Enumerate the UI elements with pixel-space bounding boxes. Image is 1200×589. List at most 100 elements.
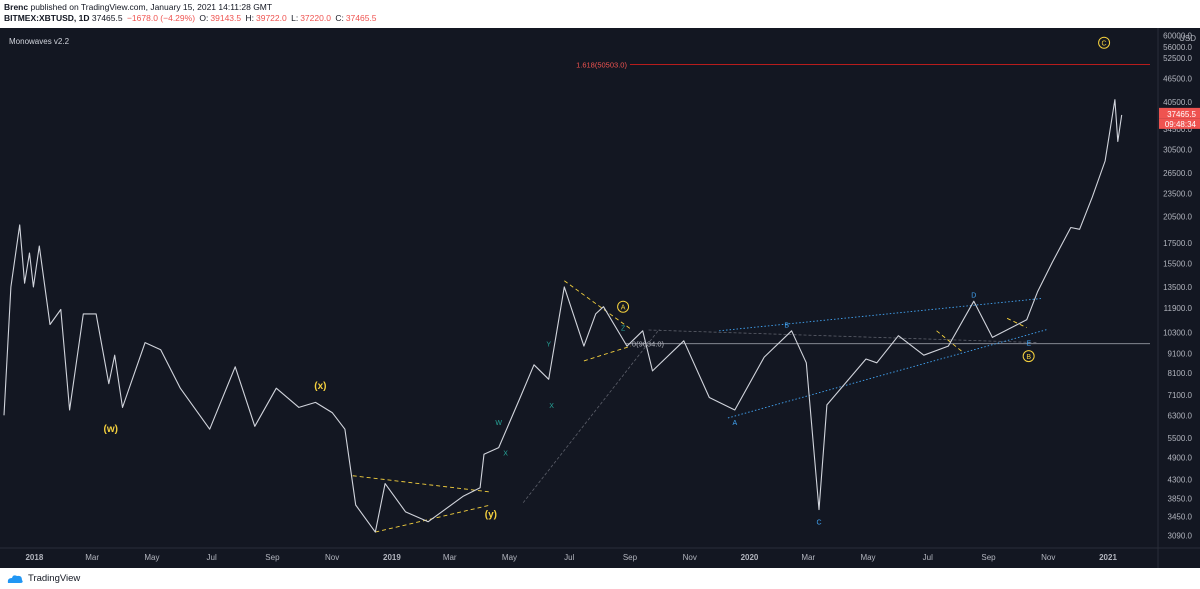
y-tick-label: 3850.0: [1168, 494, 1193, 503]
wave-label-text: A: [732, 420, 737, 427]
wave-label-text: C: [1102, 40, 1107, 47]
x-tick-label: Sep: [623, 553, 638, 562]
x-tick-label: Sep: [981, 553, 996, 562]
x-tick-label: 2021: [1099, 553, 1117, 562]
wave-label-text: (x): [314, 381, 326, 392]
y-tick-label: 8100.0: [1168, 369, 1193, 378]
low-value: 37220.0: [300, 13, 331, 23]
wave-label: (y): [485, 509, 497, 520]
x-tick-label: Nov: [1041, 553, 1055, 562]
wave-label-text: (y): [485, 509, 497, 520]
wave-label: D: [971, 293, 976, 300]
wave-label: W: [495, 420, 502, 427]
wave-label: Z: [621, 326, 626, 333]
y-tick-label: 26500.0: [1163, 169, 1192, 178]
y-tick-label: 9100.0: [1168, 349, 1193, 358]
y-tick-label: 6300.0: [1168, 411, 1193, 420]
wave-label-text: B: [1026, 354, 1031, 361]
small-triangle-line: [1006, 317, 1027, 329]
close-label: C:: [335, 13, 344, 23]
wave-label-text: C: [816, 520, 821, 527]
y-tick-label: 46500.0: [1163, 74, 1192, 83]
change-value: −1678.0 (−4.29%): [126, 13, 196, 23]
wave-label: (w): [104, 424, 118, 435]
wave-label: (x): [314, 381, 326, 392]
y-tick-label: 10300.0: [1163, 328, 1192, 337]
wave-label-text: B: [784, 322, 789, 329]
channel-upper-line: [719, 298, 1042, 332]
wave-label: Y: [546, 341, 551, 348]
wave-label: B: [784, 322, 789, 329]
high-value: 39722.0: [256, 13, 287, 23]
x-tick-label: Jul: [564, 553, 574, 562]
publish-line: Brenc published on TradingView.com, Janu…: [4, 2, 1196, 13]
wave-label: B: [1022, 350, 1035, 363]
last-value: 37465.5: [91, 13, 123, 23]
ohlc-line: BITMEX:XBTUSD, 1D 37465.5 −1678.0 (−4.29…: [4, 13, 1196, 24]
indicator-label[interactable]: Monowaves v2.2: [9, 37, 70, 46]
x-tick-label: Jul: [923, 553, 933, 562]
high-label: H:: [245, 13, 255, 23]
wave-label: C: [816, 520, 821, 527]
wave-label: A: [732, 420, 737, 427]
x-tick-label: Nov: [683, 553, 697, 562]
x-tick-label: May: [144, 553, 159, 562]
x-tick-label: 2018: [25, 553, 43, 562]
y-tick-label: 3450.0: [1168, 513, 1193, 522]
tradingview-logo-icon[interactable]: [6, 573, 24, 585]
y-tick-label: 30500.0: [1163, 146, 1192, 155]
y-tick-label: 60000.0: [1163, 32, 1192, 41]
x-tick-label: 2019: [383, 553, 401, 562]
y-tick-label: 3090.0: [1168, 531, 1193, 540]
last-price-label: 37465.5: [1167, 110, 1196, 119]
wave-label-text: E: [1026, 341, 1031, 348]
author-name[interactable]: Brenc: [4, 2, 29, 12]
wave-label-text: Z: [621, 326, 626, 333]
time-axis: 2018 Mar May Jul Sep Nov 2019 Mar May Jul Sep Nov 20…: [25, 553, 1117, 562]
y-tick-label: 56000.0: [1163, 43, 1192, 52]
wave-label-circle: [1022, 350, 1035, 363]
wave-label-text: (w): [104, 424, 118, 435]
x-tick-label: Jul: [207, 553, 217, 562]
x-tick-label: Mar: [443, 553, 457, 562]
y-tick-label: 13500.0: [1163, 283, 1192, 292]
wave-label-text: W: [495, 420, 502, 427]
wave-label: C: [1098, 36, 1111, 49]
y-tick-label: 20500.0: [1163, 212, 1192, 221]
close-value: 37465.5: [345, 13, 377, 23]
annotation-label: 0(9634.0): [632, 340, 665, 349]
wave-label-text: D: [971, 293, 976, 300]
x-tick-label: Mar: [85, 553, 99, 562]
y-tick-label: 11900.0: [1164, 304, 1193, 313]
open-value: 39143.5: [210, 13, 242, 23]
wave-label-text: Y: [546, 341, 551, 348]
countdown-rect: [1159, 118, 1200, 129]
wave-label: X: [503, 451, 508, 458]
wave-label-text: A: [621, 305, 626, 312]
y-tick-label: 7100.0: [1168, 391, 1193, 400]
last-price-badge: 37465.509:48:34: [1159, 107, 1200, 129]
y-tick-label: 34500.0: [1163, 125, 1192, 134]
price-axis-unit: USD: [1179, 34, 1196, 43]
channel-lower-line: [727, 328, 1049, 419]
y-tick-label: 40500.0: [1163, 98, 1192, 107]
fib-level-label: 1.618(50503.0): [576, 61, 627, 70]
wave-label: E: [1026, 341, 1031, 348]
wave-label-text: X: [503, 451, 508, 458]
publish-info: published on TradingView.com, January 15…: [30, 2, 273, 12]
wave-label-circle: [617, 300, 630, 313]
footer-brand[interactable]: TradingView: [28, 573, 81, 584]
grey-dashed-line: [648, 329, 1037, 343]
grey-dashed-diagonal: [522, 328, 660, 503]
low-label: L:: [291, 13, 299, 23]
wave-label-text: X: [549, 403, 554, 410]
y-tick-label: 4300.0: [1168, 476, 1193, 485]
x-tick-label: 2020: [741, 553, 759, 562]
triangle-lower-line: [583, 345, 632, 362]
last-price-rect: [1159, 107, 1200, 119]
wave-label: X: [549, 403, 554, 410]
countdown-label: 09:48:34: [1165, 120, 1197, 129]
header-bar: Brenc published on TradingView.com, Janu…: [0, 0, 1200, 28]
